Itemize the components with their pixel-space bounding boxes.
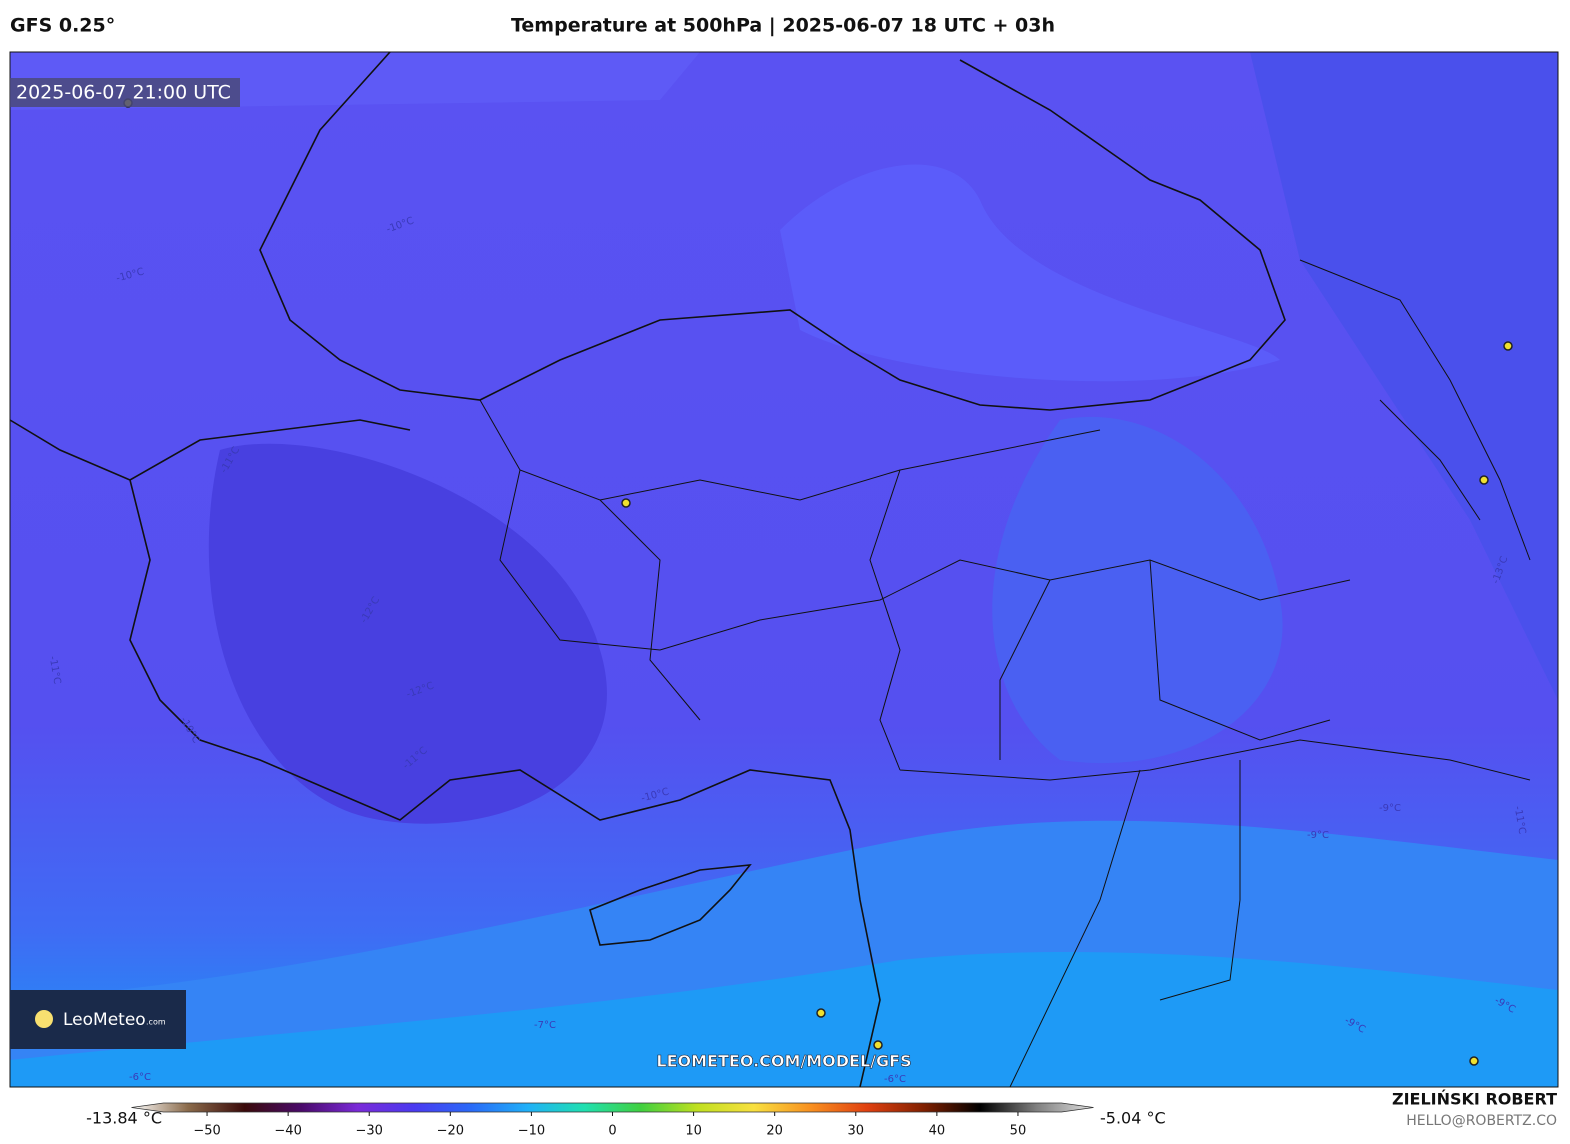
colorbar-tick-label: 20 <box>766 1124 783 1139</box>
colorbar-tick-label: −10 <box>518 1124 545 1139</box>
colorbar-tick-label: 30 <box>847 1124 864 1139</box>
coastline <box>10 419 881 1087</box>
source-url: LEOMETEO.COM/MODEL/GFS <box>656 1052 911 1071</box>
contour-label: -9°C <box>1379 803 1401 814</box>
contour-label: -9°C <box>1307 830 1329 841</box>
colorbar <box>131 1102 1094 1113</box>
colorbar-min: -13.84 °C <box>86 1109 162 1128</box>
city <box>816 1008 826 1018</box>
coastline <box>259 52 1286 411</box>
colorbar-tick-label: −50 <box>193 1124 220 1139</box>
author-email: HELLO@ROBERTZ.CO <box>1406 1113 1557 1129</box>
logo-suffix: .com <box>146 1018 166 1027</box>
model-label: GFS 0.25° <box>10 15 115 37</box>
city <box>1503 341 1513 351</box>
city <box>1479 475 1489 485</box>
colorbar-tick-label: 50 <box>1010 1124 1027 1139</box>
colorbar-tick-label: 40 <box>929 1124 946 1139</box>
map-title: Temperature at 500hPa | 2025-06-07 18 UT… <box>511 15 1055 37</box>
colorbar-tick-label: −30 <box>356 1124 383 1139</box>
field-patch <box>992 416 1283 764</box>
contour-label: -6°C <box>129 1072 151 1083</box>
map-frame <box>9 51 1559 1088</box>
logo-sun <box>35 1010 53 1028</box>
field-patch <box>1250 52 1558 700</box>
contour-label: -11°C <box>47 655 63 685</box>
contour-label: -6°C <box>884 1074 906 1085</box>
map: -10°C-10°C-11°C-12°C-12°C-11°C-10°C-11°C… <box>10 52 1558 1087</box>
author-name: ZIELIŃSKI ROBERT <box>1392 1090 1557 1109</box>
cyprus <box>589 864 752 946</box>
timestamp: 2025-06-07 21:00 UTC <box>16 82 231 104</box>
city <box>873 1040 883 1050</box>
colorbar-tick-label: 10 <box>685 1124 702 1139</box>
city <box>621 498 631 508</box>
border <box>479 259 1531 1087</box>
contour-label: -11°C <box>1512 805 1528 835</box>
field-patch <box>10 951 1558 1087</box>
timestamp-box <box>10 78 240 107</box>
colorbar-tick-label: −20 <box>437 1124 464 1139</box>
field-patch <box>208 443 607 824</box>
colorbar-tick-label: 0 <box>608 1124 616 1139</box>
city <box>1469 1056 1479 1066</box>
logo-brand: LeoMeteo <box>63 1010 146 1030</box>
colorbar-tick-label: −40 <box>274 1124 301 1139</box>
contour-label: -7°C <box>534 1020 556 1031</box>
field-patch <box>780 164 1280 382</box>
colorbar-max: -5.04 °C <box>1100 1109 1166 1128</box>
